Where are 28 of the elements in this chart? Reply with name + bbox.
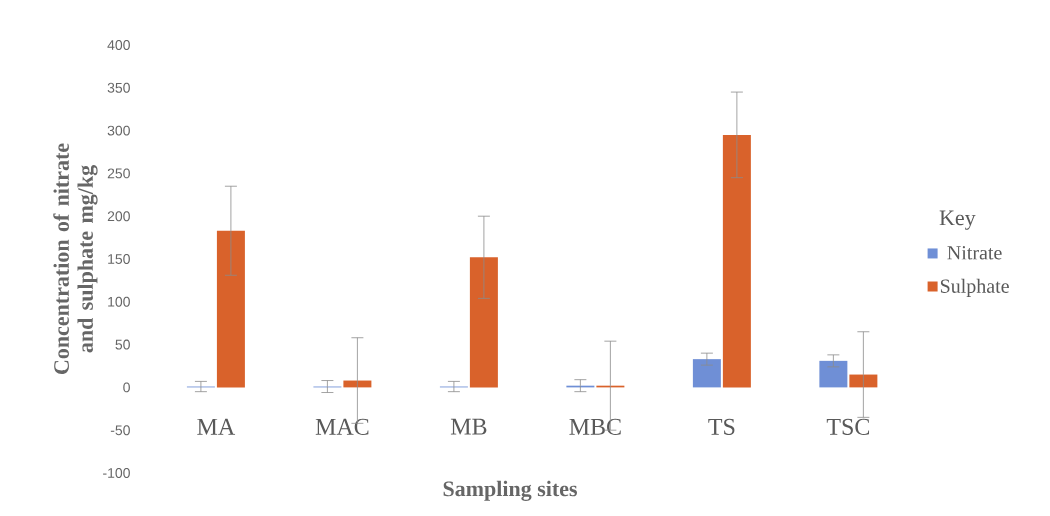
bar (216, 230, 245, 388)
y-tick-label: 50 (115, 339, 130, 350)
x-tick-label: MBC (569, 418, 621, 435)
legend-label: Sulphate (940, 278, 1009, 297)
bar (469, 257, 498, 388)
y-axis-title: Concentration of nitrate and sulphate mg/kg (53, 143, 98, 374)
x-tick-label: TSC (826, 418, 870, 435)
y-tick-label: 250 (107, 168, 130, 179)
x-tick-label: MA (197, 418, 236, 435)
y-tick-label: 350 (107, 82, 130, 93)
bar (849, 374, 878, 388)
bar (692, 359, 721, 388)
y-tick-label: -50 (110, 425, 130, 436)
y-tick-label: 0 (123, 382, 130, 393)
legend-label: Nitrate (947, 246, 1002, 260)
y-tick-label: 400 (107, 40, 130, 50)
y-tick-label: -100 (103, 468, 130, 478)
y-tick-label: 150 (108, 254, 130, 264)
x-tick-label: TS (708, 418, 735, 435)
x-tick-label: MAC (315, 418, 369, 435)
y-tick-label: 200 (107, 211, 130, 222)
bar (819, 360, 848, 388)
y-tick-label: 300 (107, 125, 130, 136)
y-tick-label: 100 (108, 296, 130, 307)
legend-title: Key (939, 210, 976, 230)
x-tick-label: MB (450, 418, 487, 435)
x-axis-title: Sampling sites (443, 480, 578, 501)
bar (722, 134, 751, 388)
